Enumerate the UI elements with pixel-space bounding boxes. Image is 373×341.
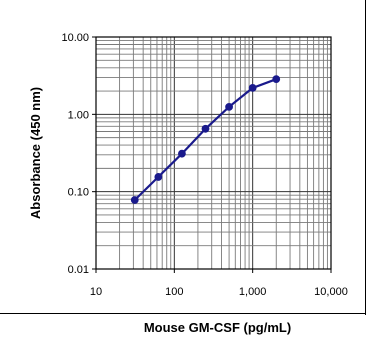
x-tick-label: 10,000 xyxy=(314,286,348,298)
data-point xyxy=(201,124,210,133)
y-tick-label: 10.00 xyxy=(61,32,89,44)
series-line xyxy=(134,78,277,201)
y-tick-label: 1.00 xyxy=(68,109,89,121)
data-point xyxy=(225,102,233,111)
x-tick-label: 100 xyxy=(165,286,183,298)
data-point xyxy=(154,173,163,181)
data-point xyxy=(248,83,257,92)
frame-bottom-border xyxy=(0,313,366,314)
data-point xyxy=(130,196,139,204)
x-tick-label: 10 xyxy=(90,286,102,298)
y-axis-title: Absorbance (450 nm) xyxy=(28,87,43,219)
y-tick-label: 0.10 xyxy=(68,187,89,199)
frame-right-border xyxy=(365,0,366,315)
plot-area-border xyxy=(95,36,332,270)
y-tick-label: 0.01 xyxy=(68,264,89,276)
x-axis-title: Mouse GM-CSF (pg/mL) xyxy=(144,320,291,335)
data-point xyxy=(178,149,186,158)
x-tick-label: 1,000 xyxy=(239,286,267,298)
data-point xyxy=(272,75,281,84)
